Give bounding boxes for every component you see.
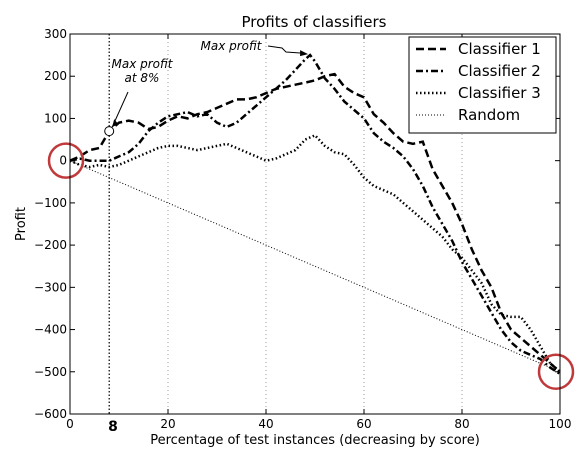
series-line-classifier-2 (69, 53, 561, 375)
legend-box (408, 36, 557, 134)
y-axis-ticks: 300 200 100 0 −100 −200 −300 −400 −500 −600 (34, 27, 560, 421)
x-highlight-label: 8 (108, 419, 118, 435)
arrow-head (112, 119, 119, 128)
annotation-text: at 8% (125, 71, 160, 85)
legend-label: Random (458, 106, 520, 124)
y-tick-label: −100 (34, 196, 67, 210)
y-tick-label: 0 (59, 154, 67, 168)
annotation-text: Max profit (112, 57, 174, 71)
y-tick-label: 100 (44, 111, 67, 125)
highlight-circle (537, 353, 575, 391)
y-tick-label: 300 (44, 27, 67, 41)
x-tick-label: 20 (160, 417, 175, 431)
legend-label: Classifier 1 (458, 40, 541, 58)
y-tick-label: −300 (34, 280, 67, 294)
y-axis-label: Profit (14, 207, 29, 241)
x-tick-label: 80 (454, 417, 469, 431)
chart-title: Profits of classifiers (242, 13, 387, 31)
highlight-circle (47, 142, 85, 179)
x-axis-ticks: 0 20 40 60 80 100 (66, 34, 571, 431)
y-tick-label: −200 (34, 238, 67, 252)
y-tick-label: −400 (34, 323, 67, 337)
y-tick-label: 200 (44, 69, 67, 83)
series-line-classifier-3 (69, 133, 561, 373)
grid-lines (167, 34, 463, 414)
legend-label: Classifier 3 (458, 84, 541, 102)
highlight-circles (47, 142, 575, 391)
legend-label: Classifier 2 (458, 62, 541, 80)
x-tick-label: 60 (356, 417, 371, 431)
annotation-text: Max profit (201, 39, 263, 53)
x-axis-label: Percentage of test instances (decreasing… (150, 433, 480, 448)
x-tick-label: 100 (549, 417, 572, 431)
series-lines (69, 53, 561, 375)
max-profit-point-marker (104, 126, 115, 137)
annotation-arrow (267, 45, 303, 54)
y-tick-label: −500 (34, 365, 67, 379)
x-tick-label: 40 (258, 417, 273, 431)
series-line-random (69, 160, 561, 373)
plot-frame (69, 33, 561, 415)
y-tick-label: −600 (34, 407, 67, 421)
arrow-head (300, 50, 309, 57)
legend: Classifier 1 Classifier 2 Classifier 3 Rand… (408, 36, 557, 134)
x-tick-label: 0 (66, 417, 74, 431)
